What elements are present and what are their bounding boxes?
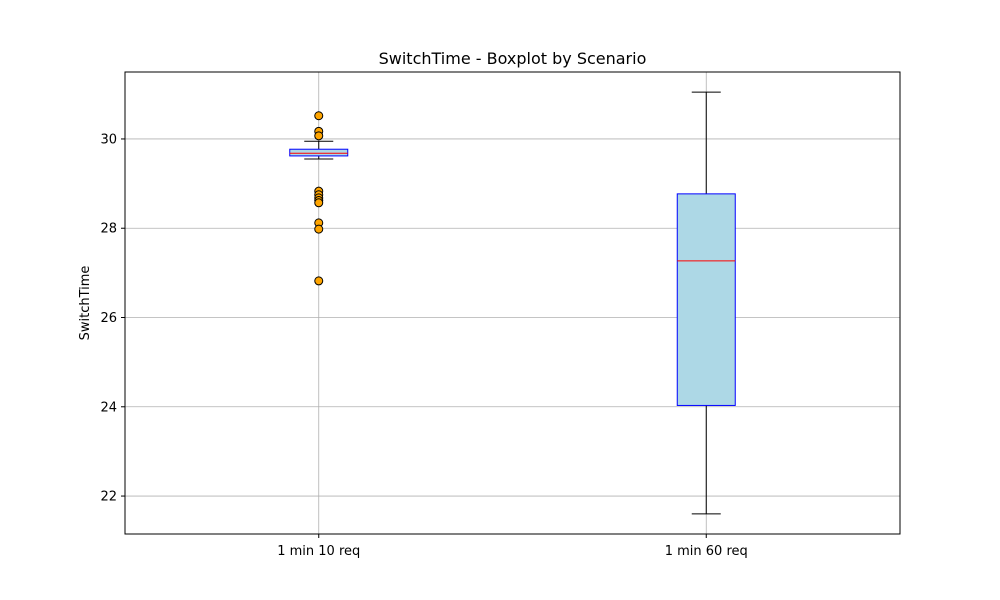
y-axis-label: SwitchTime xyxy=(78,266,93,341)
outlier-point xyxy=(314,131,324,141)
outlier-point xyxy=(314,198,324,208)
outlier-point xyxy=(314,224,324,234)
box-iqr xyxy=(289,148,349,157)
y-tick-label: 22 xyxy=(100,490,117,505)
grid-lines xyxy=(125,72,900,534)
chart-title: SwitchTime - Boxplot by Scenario xyxy=(379,49,647,68)
box-iqr xyxy=(676,193,736,406)
outlier-point xyxy=(314,111,324,121)
axis-ticks: 22 24 26 28 30 1 min 10 req 1 min 60 req xyxy=(100,132,747,559)
plot-area-frame xyxy=(124,71,901,535)
y-tick-label: 30 xyxy=(100,132,117,147)
outlier-point xyxy=(314,276,324,286)
box-layer xyxy=(289,91,736,515)
y-tick-label: 26 xyxy=(100,311,117,326)
y-tick-label: 28 xyxy=(100,222,117,237)
y-tick-label: 24 xyxy=(100,400,117,415)
x-tick-label: 1 min 60 req xyxy=(665,544,748,559)
x-tick-label: 1 min 10 req xyxy=(277,544,360,559)
